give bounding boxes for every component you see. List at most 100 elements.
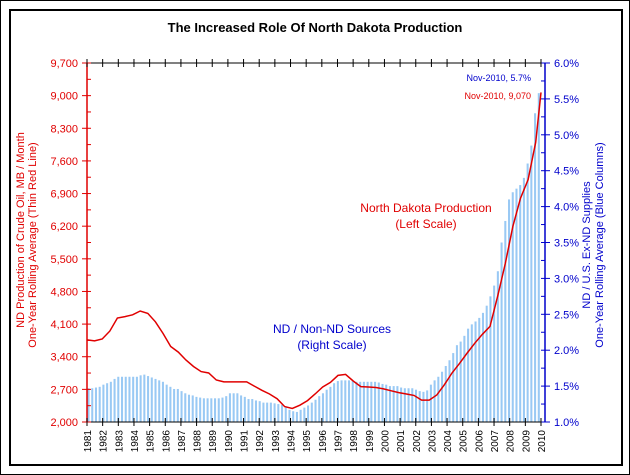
- left-tick-label: 4,100: [50, 319, 78, 331]
- bar: [124, 376, 127, 422]
- bar: [530, 145, 533, 422]
- bar: [288, 409, 291, 422]
- bar: [184, 393, 187, 422]
- bar: [176, 388, 179, 422]
- bar: [251, 399, 254, 422]
- bar: [321, 393, 324, 422]
- right-tick-label: 5.5%: [554, 94, 579, 106]
- left-tick-label: 3,400: [50, 352, 78, 364]
- x-tick-label: 1983: [114, 430, 125, 453]
- bar: [113, 378, 116, 422]
- bar: [94, 387, 97, 422]
- bar: [418, 391, 421, 422]
- bar: [139, 375, 142, 422]
- bar: [426, 390, 429, 422]
- bar: [478, 317, 481, 422]
- x-tick-label: 2008: [506, 430, 517, 453]
- left-tick-label: 4,800: [50, 286, 78, 298]
- bar: [433, 380, 436, 422]
- x-tick-label: 1993: [271, 430, 282, 453]
- line-series-label-1: North Dakota Production: [360, 201, 491, 215]
- bar: [91, 388, 94, 422]
- bar: [102, 384, 105, 422]
- bar: [150, 377, 153, 422]
- left-axis-title-line2: One-Year Rolling Average (Thin Red Line): [27, 142, 39, 347]
- bar: [254, 400, 258, 422]
- bar: [299, 409, 302, 422]
- bar-series-label-2: (Right Scale): [297, 338, 366, 352]
- bar: [534, 113, 537, 422]
- x-tick-label: 1981: [83, 430, 94, 453]
- right-axis-title-line1: ND / U.S. Ex-ND Supplies: [581, 181, 593, 309]
- bar: [128, 376, 131, 422]
- bar: [199, 397, 202, 422]
- chart-title: The Increased Role Of North Dakota Produ…: [168, 20, 463, 35]
- bar: [247, 399, 250, 422]
- line-series-label-2: (Left Scale): [395, 217, 456, 231]
- line-series: [86, 92, 542, 410]
- bar: [214, 398, 217, 422]
- left-tick-label: 8,300: [50, 123, 78, 135]
- bar: [441, 371, 444, 422]
- bar: [106, 383, 109, 422]
- bar: [455, 345, 458, 422]
- bar: [407, 388, 410, 422]
- bar: [422, 391, 425, 422]
- bar: [437, 376, 440, 422]
- production-line: [86, 92, 542, 410]
- x-tick-label: 2003: [427, 430, 438, 453]
- bar: [504, 220, 507, 422]
- bar: [292, 411, 295, 422]
- bar: [333, 383, 336, 422]
- left-tick-label: 2,000: [50, 417, 78, 429]
- bar-series: [87, 93, 540, 422]
- right-tick-label: 3.5%: [554, 238, 579, 250]
- bar: [284, 407, 287, 422]
- annotation-production: Nov-2010, 9,070: [464, 91, 531, 101]
- bar-series-label-1: ND / Non-ND Sources: [273, 322, 391, 336]
- x-tick-label: 2009: [521, 430, 532, 453]
- bar: [169, 386, 172, 422]
- x-tick-label: 1990: [224, 430, 235, 453]
- bar: [206, 398, 209, 422]
- bar: [526, 163, 529, 422]
- bar: [374, 381, 377, 422]
- bar: [195, 396, 198, 422]
- x-tick-label: 1999: [365, 430, 376, 453]
- bar: [277, 404, 280, 422]
- bar: [485, 305, 488, 422]
- x-tick-label: 1986: [161, 430, 172, 453]
- bar: [87, 388, 90, 422]
- bar: [262, 402, 265, 422]
- left-tick-label: 5,500: [50, 254, 78, 266]
- right-axis-title-line2: One-Year Rolling Average (Blue Columns): [594, 142, 606, 347]
- x-tick-label: 2010: [537, 430, 548, 453]
- bar: [522, 177, 525, 422]
- bar: [388, 386, 391, 422]
- bar: [355, 381, 358, 422]
- left-tick-label: 6,200: [50, 221, 78, 233]
- bar: [370, 381, 373, 422]
- bar: [281, 404, 284, 422]
- bar: [351, 381, 354, 422]
- bar: [158, 380, 161, 422]
- bar: [295, 411, 298, 422]
- bar: [210, 398, 213, 422]
- bar: [493, 285, 496, 422]
- bar: [414, 389, 418, 422]
- bar: [452, 353, 455, 422]
- bar: [318, 396, 321, 422]
- bar: [273, 403, 276, 422]
- right-tick-label: 6.0%: [554, 58, 579, 70]
- bar: [396, 386, 399, 422]
- x-tick-label: 1997: [333, 430, 344, 453]
- bar: [187, 394, 191, 422]
- bar: [314, 399, 317, 422]
- bar: [381, 383, 384, 422]
- bar: [519, 185, 522, 422]
- bar: [135, 376, 138, 422]
- bar: [481, 312, 485, 422]
- bar: [496, 271, 499, 422]
- left-tick-label: 6,900: [50, 189, 78, 201]
